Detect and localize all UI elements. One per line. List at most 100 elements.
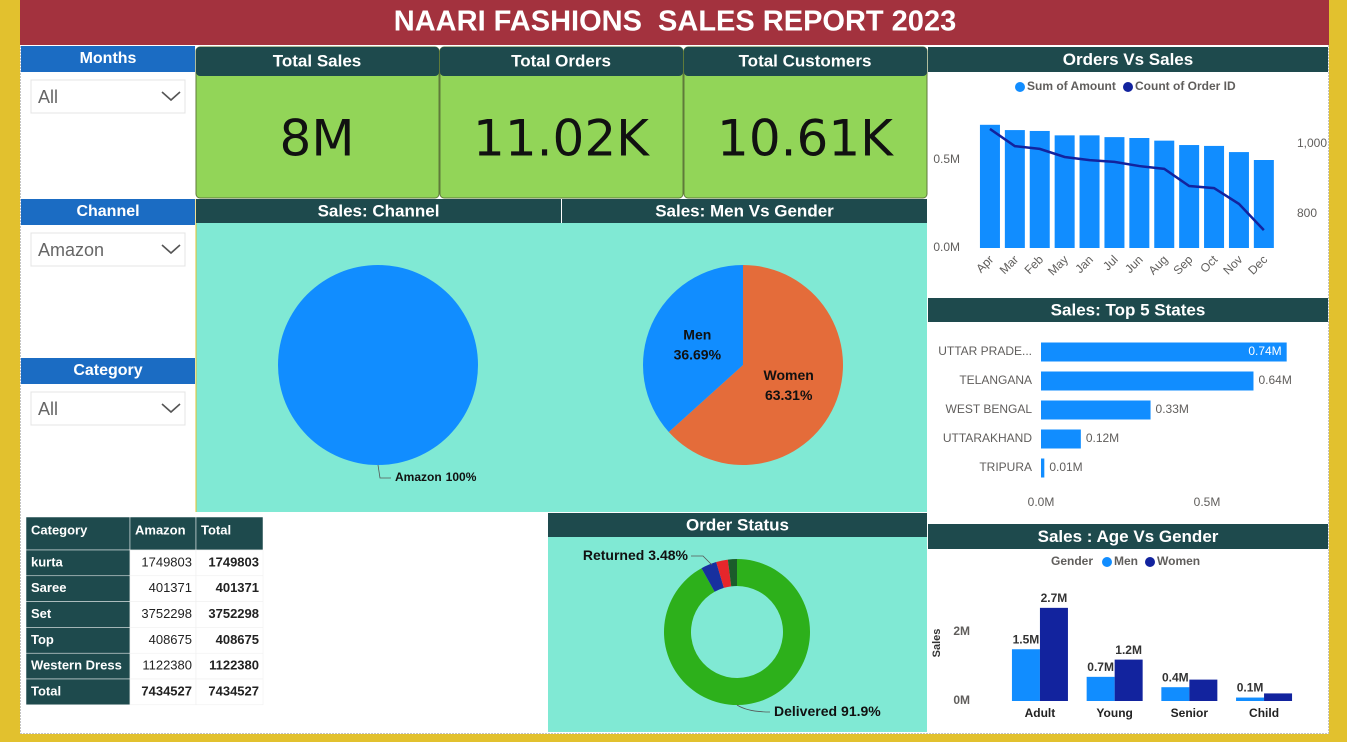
legend-marker: [1145, 557, 1155, 567]
table-cell: [195, 678, 264, 706]
bar: [1029, 130, 1050, 248]
slicer-dropdown[interactable]: [30, 79, 186, 114]
y-tick-label: UTTARAKHAND: [943, 431, 1032, 445]
table-value: 1749803: [208, 554, 259, 569]
report-title: NAARI FASHIONS SALES REPORT 2023: [394, 6, 956, 38]
kpi-label: Total Orders: [511, 51, 611, 70]
legend-title: Gender: [1051, 554, 1093, 568]
table-cell: [25, 575, 131, 602]
bar: [979, 124, 1000, 248]
bar: [1086, 676, 1115, 701]
table-value: 401371: [149, 580, 192, 595]
bar: [1041, 342, 1287, 362]
bar: [1253, 160, 1274, 248]
value-label: 0.7M: [1087, 660, 1114, 674]
bar: [1179, 145, 1200, 248]
value-label: 0.64M: [1258, 373, 1291, 387]
slice-label: Delivered 91.9%: [774, 703, 881, 719]
table-cell: [25, 601, 131, 628]
bar: [1204, 145, 1225, 248]
chart-header: [928, 47, 1328, 72]
value-label: 0.01M: [1049, 460, 1082, 474]
bar: [1189, 679, 1218, 701]
chart-header: [548, 513, 927, 537]
bar: [1041, 458, 1045, 478]
slicer-label: Category: [73, 362, 142, 379]
kpi-value: 11.02K: [473, 110, 650, 168]
table-category: Total: [31, 683, 61, 698]
legend-label: Sum of Amount: [1027, 79, 1116, 93]
value-label: 1.5M: [1013, 632, 1040, 646]
bar: [1041, 400, 1151, 420]
table-header-cell: [129, 516, 197, 551]
x-tick-label: Adult: [1025, 706, 1056, 720]
table-value: 408675: [149, 632, 192, 647]
slicer-dropdown[interactable]: [30, 232, 186, 267]
line: [989, 127, 1265, 232]
kpi-label: Total Sales: [273, 51, 362, 70]
legend-marker: [1102, 557, 1112, 567]
bar: [1154, 140, 1175, 248]
donut-slice: [663, 559, 810, 706]
y2-tick-label: 1,000: [1297, 136, 1327, 150]
slicer-header: [21, 199, 195, 225]
slicer-value: All: [38, 399, 58, 419]
table-category: Top: [31, 632, 54, 647]
chart-title: Sales: Top 5 States: [1051, 300, 1206, 319]
table-value: 3752298: [141, 606, 192, 621]
y-tick-label: 2M: [953, 624, 970, 638]
table-cell: [25, 549, 131, 577]
slicer-label: Channel: [76, 203, 139, 220]
donut-slice: [701, 562, 724, 592]
table-category: Western Dress: [31, 658, 122, 673]
x-tick-label: 0.0M: [1028, 495, 1055, 509]
table-cell: [25, 627, 131, 654]
slice-category: Amazon: [395, 470, 442, 484]
table-value: 1749803: [141, 554, 192, 569]
bar: [1054, 135, 1075, 248]
title-bar: [20, 0, 1329, 45]
bar: [1114, 659, 1143, 701]
slicer-value: Amazon: [38, 240, 104, 260]
x-tick-label: Child: [1249, 706, 1279, 720]
slicer-header: [21, 358, 195, 384]
legend-label: Women: [1157, 554, 1200, 568]
bar: [1041, 429, 1081, 449]
table-value: 1122380: [209, 658, 259, 673]
leader-line: [377, 464, 391, 479]
table-cell: [129, 575, 197, 602]
table-value: 7434527: [208, 683, 259, 698]
y2-tick-label: 800: [1297, 206, 1317, 220]
table-category: kurta: [31, 554, 64, 569]
chart-title: Order Status: [686, 515, 789, 534]
donut-slice: [716, 559, 732, 588]
value-label: 1.2M: [1115, 643, 1142, 657]
y-tick-label: UTTAR PRADE...: [938, 344, 1032, 358]
slice-value: 91.9%: [841, 703, 881, 719]
kpi-header: [440, 47, 683, 76]
bar: [1079, 135, 1100, 248]
chevron: [161, 244, 181, 255]
chart-title: Sales: Men Vs Gender: [655, 201, 834, 220]
value-label: 0.1M: [1237, 681, 1264, 695]
table-value: 1122380: [142, 658, 192, 673]
x-tick-label: Young: [1096, 706, 1132, 720]
bar: [1004, 130, 1025, 248]
slice-label: Women: [764, 367, 814, 383]
bar: [1228, 152, 1249, 248]
kpi-header: [196, 47, 439, 76]
table-cell: [129, 601, 197, 628]
y-axis-title: Sales: [931, 629, 943, 658]
table-value: 401371: [216, 580, 259, 595]
table-value: 3752298: [208, 606, 259, 621]
y-tick-label: TELANGANA: [959, 373, 1032, 387]
chart-header: [928, 524, 1328, 549]
y-tick-label: WEST BENGAL: [946, 402, 1033, 416]
slicer-header: [21, 46, 195, 72]
bar: [1161, 687, 1190, 701]
table-value: 408675: [216, 632, 259, 647]
slicer-label: Months: [80, 50, 137, 67]
bar: [1041, 371, 1254, 391]
slicer-dropdown[interactable]: [30, 391, 186, 426]
